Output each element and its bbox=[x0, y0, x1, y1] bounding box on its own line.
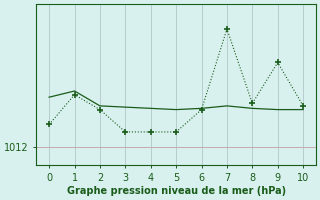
X-axis label: Graphe pression niveau de la mer (hPa): Graphe pression niveau de la mer (hPa) bbox=[67, 186, 286, 196]
